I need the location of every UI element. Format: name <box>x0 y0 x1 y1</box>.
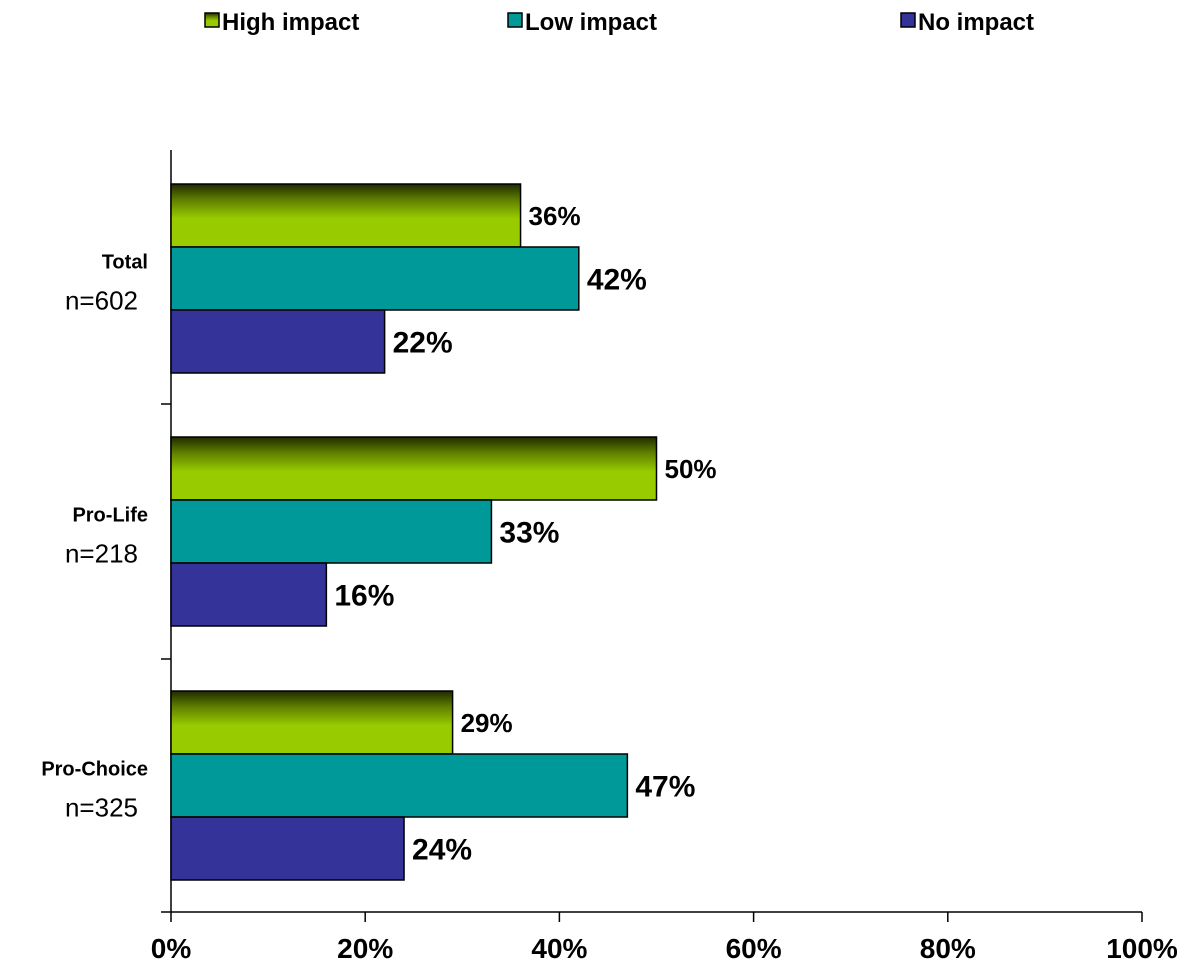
data-label: 42% <box>587 263 647 296</box>
legend: High impact Low impact No impact <box>204 9 1034 36</box>
value-labels: 36% 42% 22% 50% 33% 16% 29% 47% 24% <box>334 201 716 866</box>
bar-high-impact <box>170 183 522 248</box>
x-tick-label: 40% <box>531 933 587 964</box>
category-label: Pro-Choice <box>41 759 148 781</box>
legend-swatch <box>900 12 916 28</box>
bar-high-impact <box>170 690 454 755</box>
legend-item-high-impact: High impact <box>204 9 359 36</box>
data-label: 22% <box>393 326 453 359</box>
data-label: 24% <box>412 833 472 866</box>
bar-no-impact <box>170 309 386 374</box>
category-sublabel: n=218 <box>65 539 138 569</box>
category-sublabel: n=602 <box>65 286 138 316</box>
legend-item-no-impact: No impact <box>900 9 1034 36</box>
bar-low-impact <box>170 499 493 564</box>
bars <box>170 183 658 881</box>
category-label: Total <box>102 252 148 274</box>
bar-low-impact <box>170 753 629 818</box>
x-tick-label: 80% <box>920 933 976 964</box>
bar-low-impact <box>170 246 580 311</box>
bar-no-impact <box>170 562 328 627</box>
data-label: 36% <box>529 201 581 231</box>
legend-swatch <box>204 12 220 28</box>
x-tick-label: 60% <box>726 933 782 964</box>
legend-swatch <box>507 12 523 28</box>
x-tick-label: 100% <box>1106 933 1178 964</box>
data-label: 29% <box>461 708 513 738</box>
legend-label: Low impact <box>525 9 657 36</box>
data-label: 33% <box>499 516 559 549</box>
data-label: 47% <box>635 770 695 803</box>
legend-item-low-impact: Low impact <box>507 9 657 36</box>
axes: 0% 20% 40% 60% 80% 100% Total n=602 Pro-Life n=21… <box>41 150 1178 964</box>
category-sublabel: n=325 <box>65 793 138 823</box>
category-label: Pro-Life <box>72 505 148 527</box>
data-label: 16% <box>334 579 394 612</box>
x-tick-label: 20% <box>337 933 393 964</box>
legend-label: No impact <box>918 9 1034 36</box>
legend-label: High impact <box>222 9 359 36</box>
bar-no-impact <box>170 816 405 881</box>
x-tick-label: 0% <box>151 933 192 964</box>
bar-high-impact <box>170 436 658 501</box>
data-label: 50% <box>665 454 717 484</box>
